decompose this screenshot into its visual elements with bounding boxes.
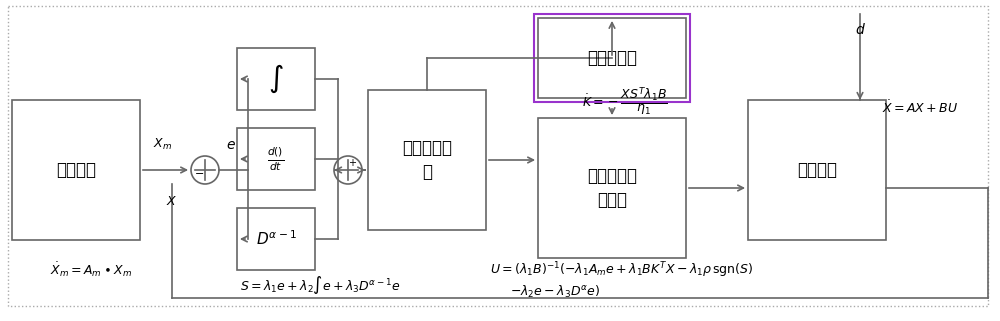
- Text: $X_m$: $X_m$: [153, 137, 173, 152]
- Text: $S = \lambda_1 e + \lambda_2 \int e + \lambda_3 D^{\alpha-1} e$: $S = \lambda_1 e + \lambda_2 \int e + \l…: [240, 274, 401, 296]
- Bar: [748, 100, 886, 240]
- Bar: [538, 118, 686, 258]
- Text: 参考模型: 参考模型: [56, 161, 96, 179]
- Bar: [237, 128, 315, 190]
- Text: $U = (\lambda_1 B)^{-1}(-\lambda_1 A_m e + \lambda_1 BK^T X - \lambda_1 \rho \, : $U = (\lambda_1 B)^{-1}(-\lambda_1 A_m e…: [490, 260, 753, 280]
- Text: $-$: $-$: [194, 167, 204, 177]
- Text: $\frac{d()}{dt}$: $\frac{d()}{dt}$: [267, 145, 285, 173]
- Bar: [534, 14, 690, 102]
- Text: $X$: $X$: [166, 195, 178, 208]
- Text: $D^{\alpha-1}$: $D^{\alpha-1}$: [256, 230, 296, 248]
- Text: $\dot{X} = AX + BU$: $\dot{X} = AX + BU$: [882, 100, 958, 116]
- Text: $d$: $d$: [855, 22, 865, 37]
- Text: $\dot{K} = -\dfrac{XS^T\lambda_1 B}{\eta_1}$: $\dot{K} = -\dfrac{XS^T\lambda_1 B}{\eta…: [582, 86, 668, 118]
- Text: $\dot{X}_m = A_m \bullet X_m$: $\dot{X}_m = A_m \bullet X_m$: [50, 261, 132, 279]
- Bar: [237, 48, 315, 110]
- Text: 参数自适应: 参数自适应: [587, 49, 637, 67]
- Text: 自适应滑模
控制器: 自适应滑模 控制器: [587, 167, 637, 210]
- Bar: [538, 18, 686, 98]
- Text: 分数阶滑模
面: 分数阶滑模 面: [402, 138, 452, 181]
- Bar: [368, 90, 486, 230]
- Bar: [237, 208, 315, 270]
- Bar: [12, 100, 140, 240]
- Text: $\int$: $\int$: [268, 63, 284, 95]
- Text: $e$: $e$: [226, 138, 236, 152]
- Text: $+$: $+$: [348, 157, 357, 168]
- Circle shape: [334, 156, 362, 184]
- Text: 被控对象: 被控对象: [797, 161, 837, 179]
- Circle shape: [191, 156, 219, 184]
- Text: $-\lambda_2 e - \lambda_3 D^{\alpha} e)$: $-\lambda_2 e - \lambda_3 D^{\alpha} e)$: [510, 284, 600, 300]
